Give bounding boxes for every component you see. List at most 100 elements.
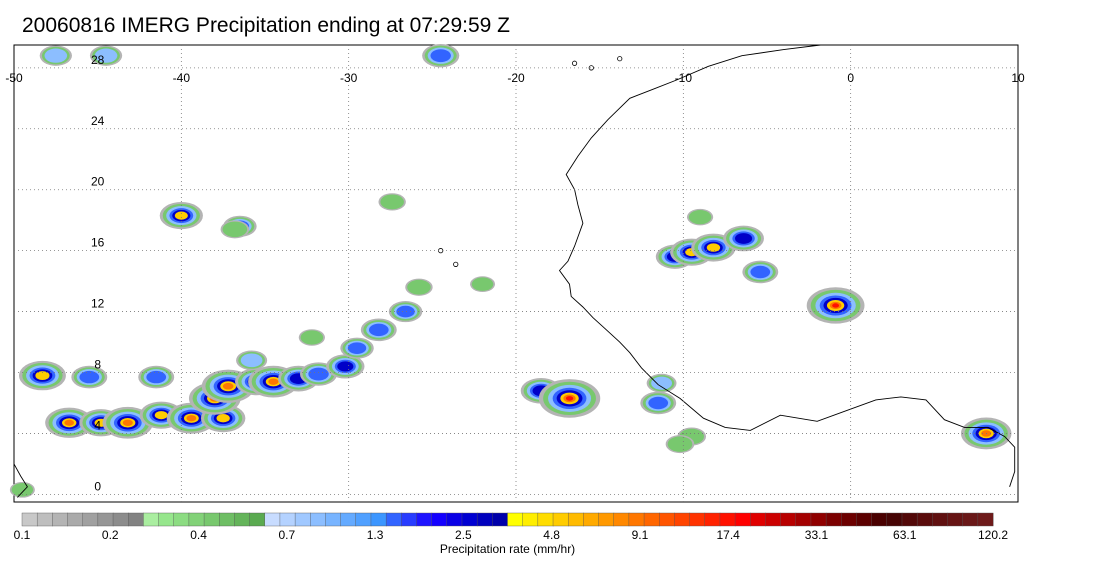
rain-cell-layer: [688, 210, 712, 225]
island-outline: [588, 65, 594, 71]
colorbar-swatch: [52, 512, 69, 527]
colorbar-swatch: [856, 512, 873, 527]
colorbar-swatch: [476, 512, 493, 527]
colorbar-swatch: [947, 512, 964, 527]
colorbar-swatch: [158, 512, 175, 527]
rain-cell-layer: [44, 48, 68, 63]
rain-cell: [665, 435, 695, 454]
rain-cell-layer: [380, 194, 404, 210]
rain-cell-layer: [396, 305, 415, 318]
rain-cell: [470, 276, 496, 293]
colorbar-swatch: [659, 512, 675, 527]
rain-cell-layer: [300, 330, 324, 345]
colorbar-swatch: [355, 512, 372, 527]
colorbar-swatch: [249, 512, 266, 527]
colorbar-tick-label: 4.8: [543, 528, 560, 542]
rain-cell: [646, 373, 677, 393]
colorbar-swatch: [901, 512, 918, 527]
colorbar-swatch: [689, 512, 706, 527]
colorbar-swatch: [552, 512, 569, 527]
rain-cell-layer: [94, 48, 118, 63]
colorbar-swatch: [173, 512, 190, 527]
lat-tick-label: 28: [91, 53, 105, 67]
colorbar-tick-label: 0.2: [102, 528, 119, 542]
rain-cell-layer: [735, 233, 753, 244]
rain-cell: [723, 225, 764, 252]
rain-cell: [39, 45, 72, 66]
rain-cell-layer: [222, 221, 248, 238]
colorbar-swatch: [97, 512, 114, 527]
colorbar-swatch: [522, 512, 539, 527]
colorbar-tick-label: 2.5: [455, 528, 472, 542]
rain-cell: [640, 391, 677, 415]
rain-cell-layer: [222, 382, 234, 390]
colorbar-swatch: [67, 512, 84, 527]
colorbar-swatch: [841, 512, 857, 527]
colorbar-swatch: [734, 512, 751, 527]
rain-cell: [806, 287, 865, 324]
rain-cell-layer: [35, 371, 50, 380]
rain-cell-layer: [186, 415, 197, 422]
rain-cell: [405, 278, 433, 296]
island-outline: [453, 261, 459, 267]
rain-cell-layer: [706, 243, 721, 252]
rain-cell-layer: [79, 370, 100, 384]
rain-cell: [236, 350, 268, 371]
lat-tick-label: 24: [91, 114, 105, 128]
colorbar-swatch: [643, 512, 660, 527]
colorbar-swatch: [598, 512, 615, 527]
colorbar-swatch: [370, 512, 387, 527]
map-title: 20060816 IMERG Precipitation ending at 0…: [22, 14, 510, 37]
colorbar-swatch: [825, 512, 842, 527]
rain-cell-layer: [832, 303, 840, 308]
rain-cell-layer: [337, 361, 354, 372]
rain-cell: [538, 379, 601, 418]
colorbar-swatch: [416, 512, 433, 527]
colorbar-swatch: [21, 512, 38, 527]
colorbar-swatch: [188, 512, 205, 527]
rain-cell: [378, 193, 406, 211]
colorbar-tick-label: 17.4: [717, 528, 741, 542]
colorbar-swatch: [962, 512, 979, 527]
rain-cell-layer: [430, 49, 451, 63]
rain-cell: [742, 260, 779, 284]
colorbar-swatch: [143, 512, 160, 527]
colorbar-swatch: [613, 512, 630, 527]
rain-cell-layer: [648, 396, 669, 410]
lon-tick-label: 0: [847, 71, 854, 85]
colorbar-swatch: [385, 512, 402, 527]
lon-tick-label: 10: [1011, 71, 1025, 85]
rain-cell: [71, 365, 108, 389]
graticule: -50 -40 -30 -20 -10 0 10 0 4 8 12 16 20 24 28: [5, 45, 1025, 502]
rain-cell: [89, 45, 123, 66]
rain-cell: [388, 301, 423, 323]
colorbar-tick-label: 0.4: [190, 528, 207, 542]
rain-cell-layer: [268, 378, 279, 385]
rain-cell: [960, 417, 1012, 450]
rain-cell-layer: [174, 211, 188, 220]
rain-cell: [686, 208, 714, 226]
lon-tick-label: -20: [507, 71, 525, 85]
rain-cell: [299, 362, 338, 386]
coastline: [558, 44, 1016, 487]
rain-cell: [138, 365, 175, 389]
colorbar-swatch: [310, 512, 326, 527]
rain-cell-layer: [750, 265, 771, 279]
rain-cell: [159, 202, 203, 230]
lon-tick-label: -30: [340, 71, 358, 85]
colorbar-swatch: [871, 512, 888, 527]
rain-layer: [9, 43, 1012, 498]
colorbar-swatch: [446, 512, 463, 527]
lat-tick-label: 20: [91, 175, 105, 189]
rain-cell: [360, 318, 397, 342]
rain-cell: [102, 406, 154, 439]
colorbar-tick-label: 0.7: [278, 528, 295, 542]
colorbar-swatch: [401, 512, 417, 527]
colorbar-swatch: [537, 512, 554, 527]
rain-cell-layer: [667, 436, 693, 452]
colorbar-swatch: [977, 512, 994, 527]
rain-cell-layer: [154, 411, 168, 420]
colorbar-swatch: [583, 512, 600, 527]
rain-cell-layer: [11, 483, 34, 497]
